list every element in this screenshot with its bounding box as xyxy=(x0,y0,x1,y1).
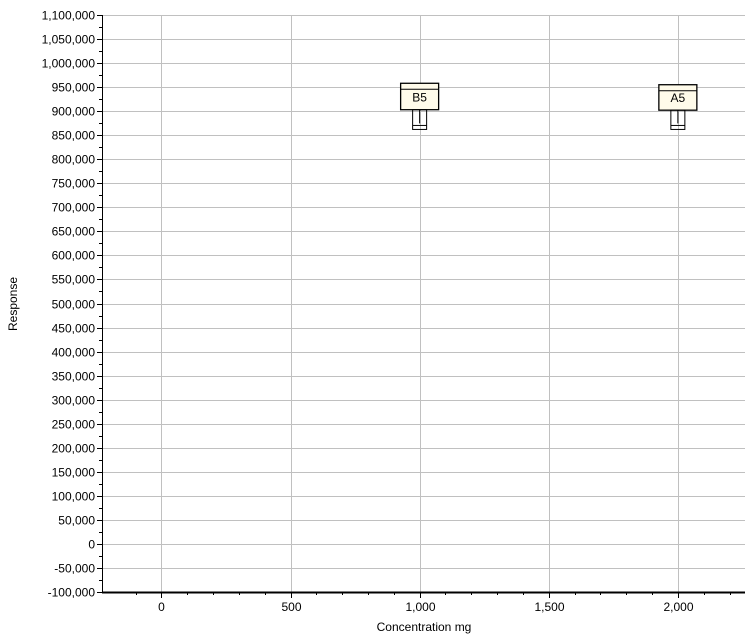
x-tick-label: 0 xyxy=(158,600,165,614)
y-tick-label: 950,000 xyxy=(52,81,96,95)
y-tick-label: 1,050,000 xyxy=(42,33,96,47)
y-tick-label: 900,000 xyxy=(52,105,96,119)
data-point: A5 xyxy=(658,84,698,130)
y-tick-label: 0 xyxy=(88,538,95,552)
x-tick-label: 500 xyxy=(281,600,301,614)
y-tick-label: 550,000 xyxy=(52,273,96,287)
y-axis-label: Response xyxy=(6,277,20,331)
data-points: B5 A5 xyxy=(399,82,698,130)
y-tick-label: 400,000 xyxy=(52,346,96,360)
y-tick-label: 700,000 xyxy=(52,201,96,215)
x-axis-ticks: 0 500 1,000 1,500 2,000 xyxy=(136,592,731,614)
y-tick-label: 650,000 xyxy=(52,225,96,239)
y-tick-label: 800,000 xyxy=(52,153,96,167)
y-tick-label: 1,000,000 xyxy=(42,57,96,71)
y-tick-label: -50,000 xyxy=(54,562,95,576)
y-tick-label: 600,000 xyxy=(52,249,96,263)
y-tick-label: 150,000 xyxy=(52,466,96,480)
y-tick-label: -100,000 xyxy=(48,586,96,600)
x-tick-label: 2,000 xyxy=(663,600,693,614)
y-tick-label: 750,000 xyxy=(52,177,96,191)
x-tick-label: 1,500 xyxy=(534,600,564,614)
data-point: B5 xyxy=(399,82,440,130)
y-tick-label: 250,000 xyxy=(52,418,96,432)
y-tick-label: 50,000 xyxy=(58,514,95,528)
y-tick-label: 850,000 xyxy=(52,129,96,143)
data-point-label: A5 xyxy=(671,91,686,105)
y-axis-ticks: -100,000 -50,000 0 50,000 100,000 150,000 200,… xyxy=(42,9,102,600)
grid-lines xyxy=(102,15,745,592)
data-point-box xyxy=(658,84,698,111)
x-tick-label: 1,000 xyxy=(405,600,435,614)
y-tick-label: 200,000 xyxy=(52,442,96,456)
y-tick-label: 350,000 xyxy=(52,370,96,384)
data-point-label: B5 xyxy=(412,91,427,105)
y-tick-label: 300,000 xyxy=(52,394,96,408)
x-axis-label: Concentration mg xyxy=(377,620,472,634)
y-tick-label: 1,100,000 xyxy=(42,9,96,23)
axes xyxy=(102,15,745,594)
y-tick-label: 500,000 xyxy=(52,298,96,312)
y-tick-label: 100,000 xyxy=(52,490,96,504)
y-tick-label: 450,000 xyxy=(52,322,96,336)
